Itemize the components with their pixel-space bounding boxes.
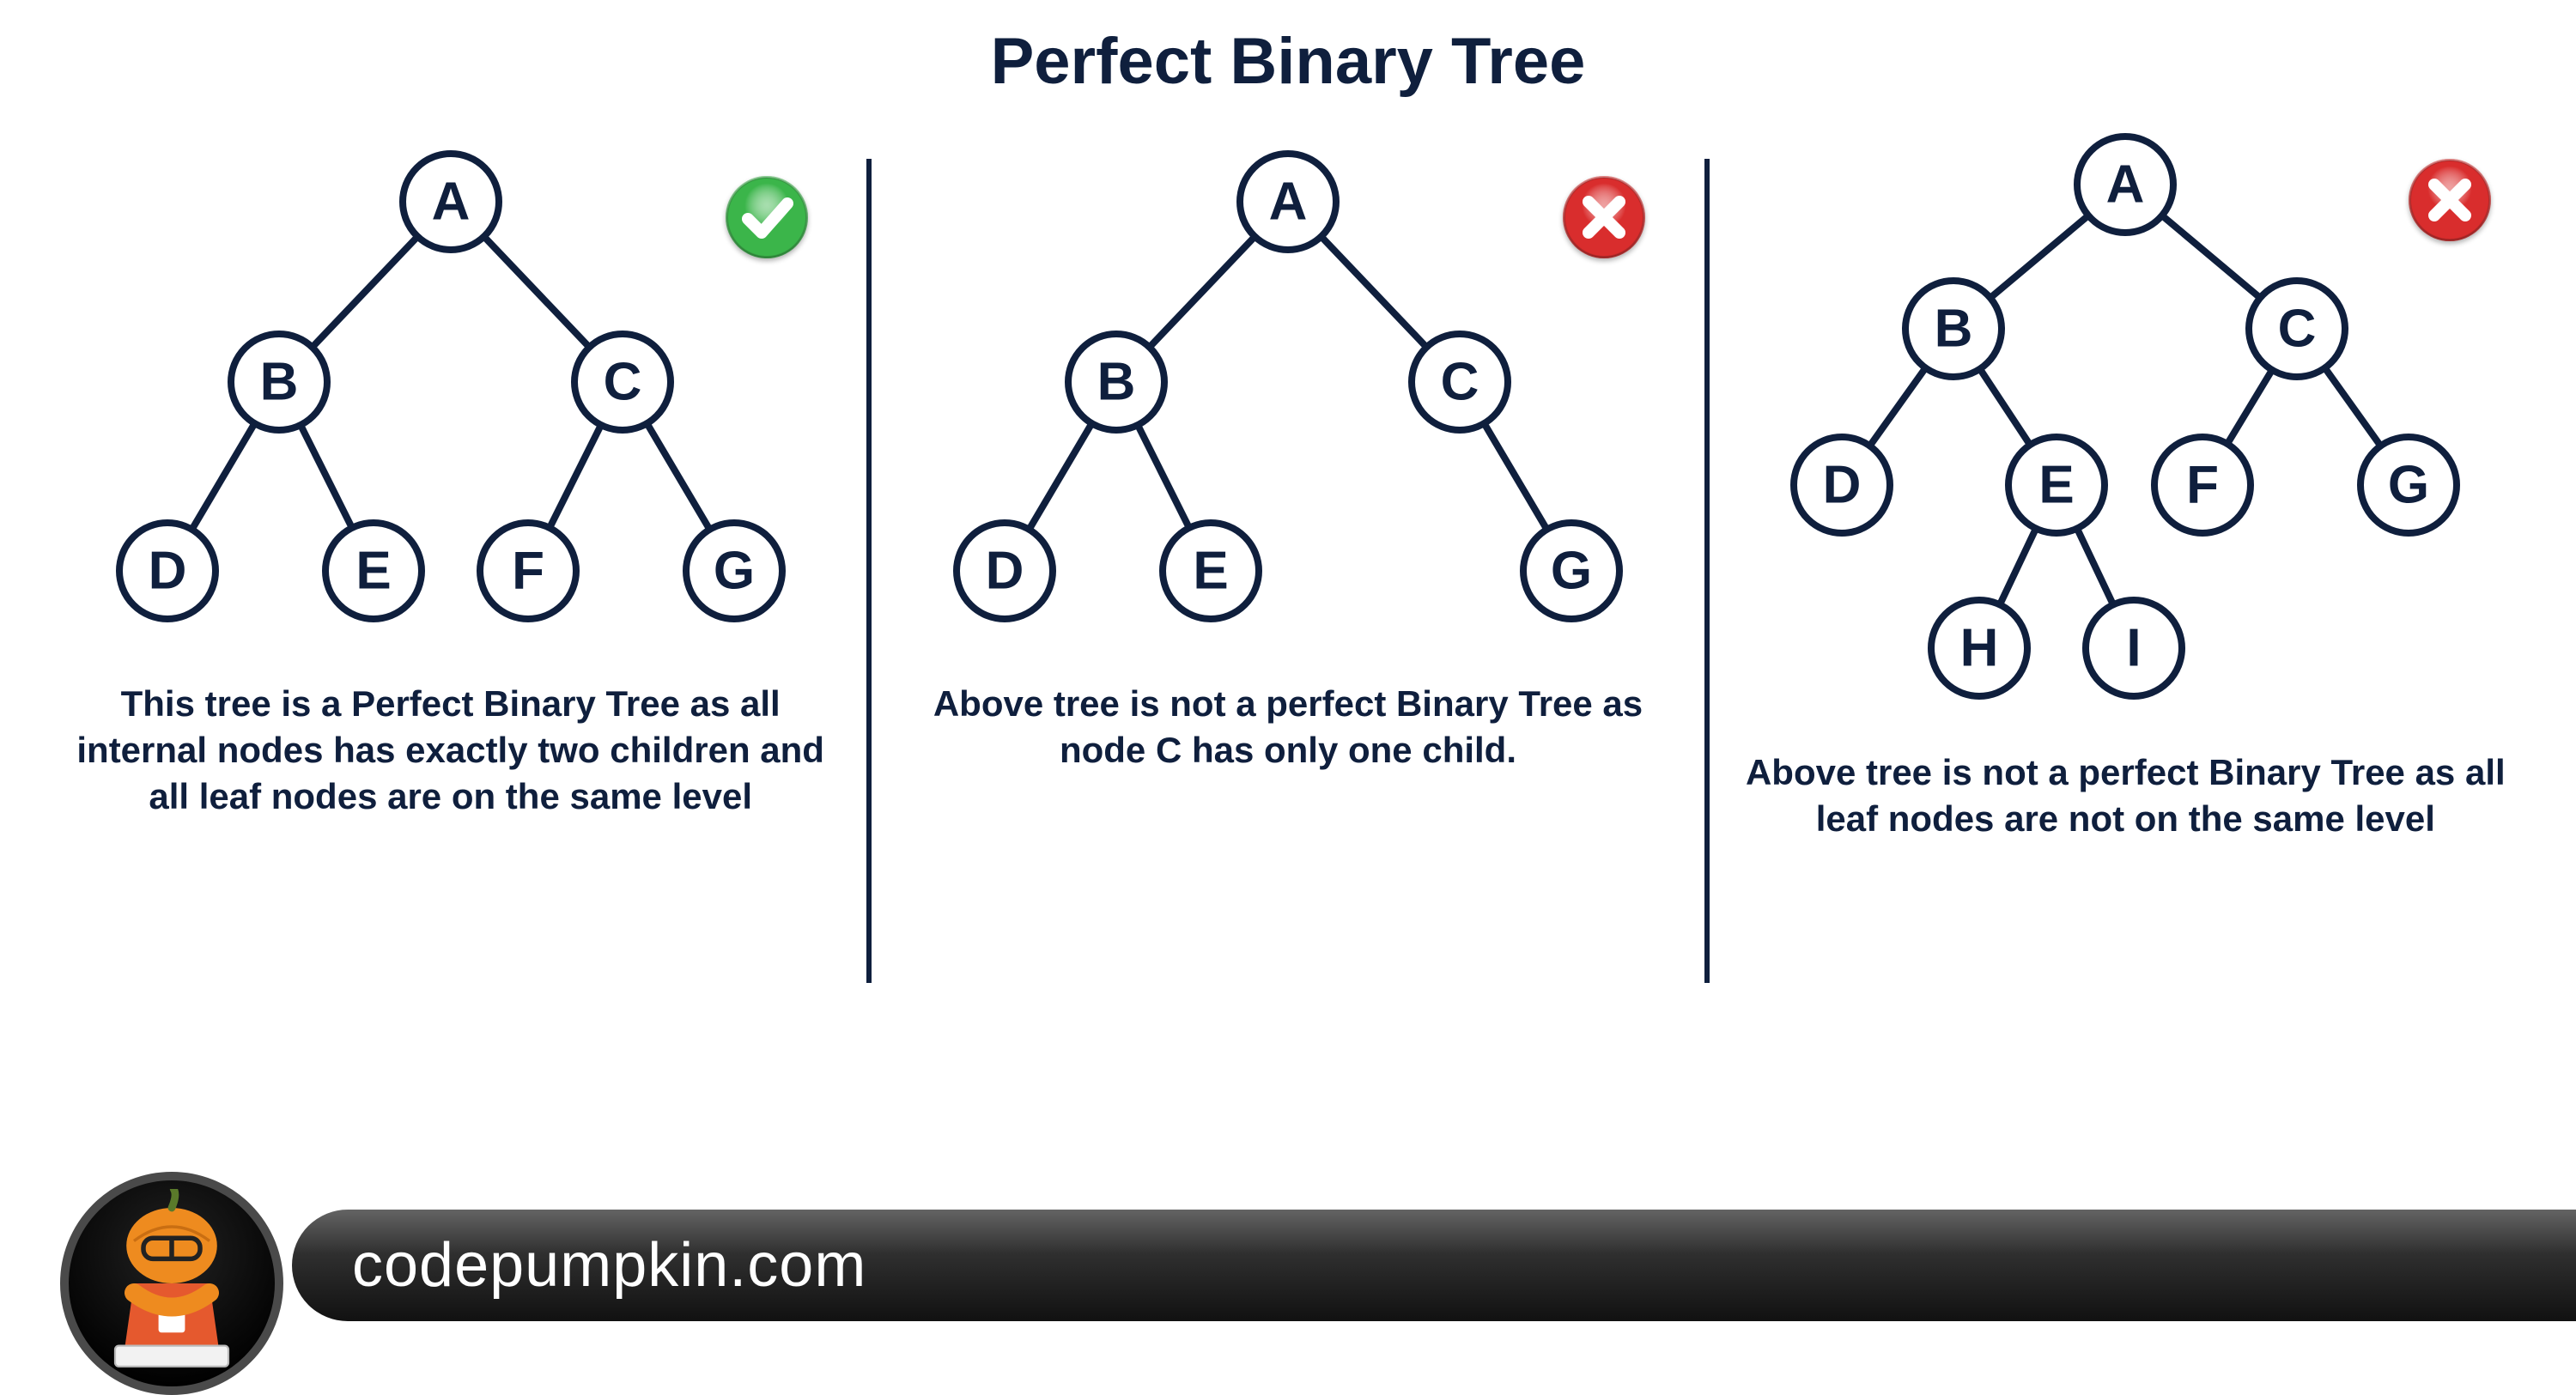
svg-text:G: G xyxy=(2388,456,2429,515)
node-B: B xyxy=(1068,334,1164,430)
node-C: C xyxy=(2249,281,2345,377)
node-E: E xyxy=(325,523,422,619)
edge-B-D xyxy=(191,423,254,530)
node-A: A xyxy=(403,154,499,250)
panel-2: A B C D E G Above tree is not a perfect … xyxy=(872,124,1704,773)
panel-caption: Above tree is not a perfect Binary Tree … xyxy=(872,681,1704,773)
edge-A-C xyxy=(1321,237,1427,348)
svg-text:D: D xyxy=(148,542,186,601)
edge-A-B xyxy=(1990,215,2088,298)
edge-B-E xyxy=(1980,369,2030,445)
svg-text:D: D xyxy=(1823,456,1862,515)
edge-B-D xyxy=(1029,423,1091,530)
svg-text:B: B xyxy=(259,353,298,412)
svg-text:E: E xyxy=(2039,456,2075,515)
edge-A-C xyxy=(2162,215,2260,298)
svg-text:A: A xyxy=(1269,173,1308,232)
edge-E-I xyxy=(2077,529,2113,605)
edge-B-E xyxy=(1138,425,1189,528)
title-text: Perfect Binary Tree xyxy=(991,25,1586,98)
cross-icon xyxy=(1563,176,1645,258)
edge-C-F xyxy=(550,425,601,528)
node-E: E xyxy=(1163,523,1259,619)
edge-B-D xyxy=(1870,368,1926,446)
node-B: B xyxy=(231,334,327,430)
node-I: I xyxy=(2086,600,2182,696)
node-D: D xyxy=(957,523,1053,619)
svg-text:E: E xyxy=(1193,542,1228,601)
footer-site-text: codepumpkin.com xyxy=(352,1230,866,1301)
edge-C-G xyxy=(647,423,709,530)
node-D: D xyxy=(119,523,216,619)
svg-text:C: C xyxy=(2278,300,2317,359)
check-icon xyxy=(726,176,808,258)
footer-logo xyxy=(60,1172,283,1395)
tree-diagram: A B C D E G xyxy=(902,124,1674,657)
node-G: G xyxy=(2360,437,2457,533)
node-D: D xyxy=(1794,437,1890,533)
svg-text:F: F xyxy=(2186,456,2219,515)
svg-text:F: F xyxy=(512,542,544,601)
edge-E-H xyxy=(2000,529,2036,605)
svg-text:C: C xyxy=(603,353,641,412)
node-H: H xyxy=(1931,600,2027,696)
svg-text:E: E xyxy=(355,542,391,601)
edge-C-G xyxy=(1484,423,1546,530)
svg-text:B: B xyxy=(1097,353,1136,412)
panel-caption: Above tree is not a perfect Binary Tree … xyxy=(1710,749,2542,842)
pumpkin-mascot-icon xyxy=(77,1189,266,1378)
svg-text:B: B xyxy=(1935,300,1973,359)
tree-diagram: A B C D E F G xyxy=(64,124,837,657)
node-G: G xyxy=(686,523,782,619)
node-F: F xyxy=(2154,437,2251,533)
svg-text:C: C xyxy=(1441,353,1479,412)
cross-icon xyxy=(2409,159,2491,241)
svg-text:G: G xyxy=(714,542,755,601)
node-C: C xyxy=(574,334,671,430)
panel-caption: This tree is a Perfect Binary Tree as al… xyxy=(34,681,866,819)
panels-row: A B C D E F G This tree xyxy=(0,99,2576,983)
footer-bar: codepumpkin.com xyxy=(292,1210,2576,1321)
node-A: A xyxy=(1240,154,1336,250)
svg-text:A: A xyxy=(2106,155,2145,215)
svg-text:G: G xyxy=(1551,542,1592,601)
edge-A-C xyxy=(483,237,589,348)
panel-1: A B C D E F G This tree xyxy=(34,124,866,819)
panel-3: A B C D E F G H I xyxy=(1710,124,2542,842)
node-F: F xyxy=(480,523,576,619)
edge-C-F xyxy=(2227,370,2272,444)
edge-A-B xyxy=(312,237,417,348)
node-C: C xyxy=(1412,334,1508,430)
node-B: B xyxy=(1905,281,2002,377)
svg-text:A: A xyxy=(431,173,470,232)
footer: codepumpkin.com xyxy=(0,1180,2576,1352)
edge-A-B xyxy=(1150,237,1255,348)
edge-B-E xyxy=(301,425,352,528)
svg-text:H: H xyxy=(1960,619,1999,678)
node-A: A xyxy=(2077,136,2173,233)
edge-C-G xyxy=(2325,368,2381,446)
svg-text:D: D xyxy=(986,542,1024,601)
node-G: G xyxy=(1523,523,1619,619)
svg-text:I: I xyxy=(2127,619,2142,678)
tree-diagram: A B C D E F G H I xyxy=(1722,124,2529,725)
node-E: E xyxy=(2008,437,2105,533)
page-title: Perfect Binary Tree xyxy=(0,0,2576,99)
